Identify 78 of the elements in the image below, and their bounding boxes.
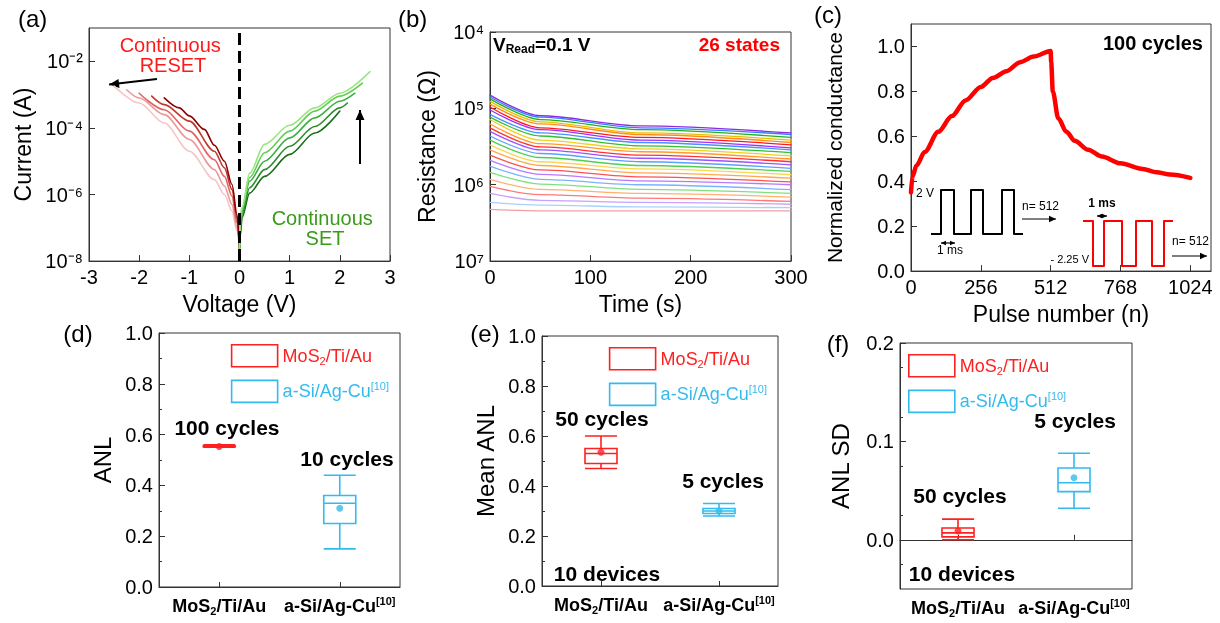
- y-tick-label: 0.4: [877, 170, 905, 193]
- y-tick-label: 10⁻⁶: [45, 183, 83, 206]
- y-tick-label: 10⁻⁴: [45, 116, 83, 139]
- x-tick-label: -2: [130, 266, 149, 289]
- annotation: 5 cycles: [1034, 408, 1116, 432]
- y-tick-label: 10⁻²: [47, 50, 84, 73]
- text: (c): [814, 0, 842, 28]
- x-tick-label: -3: [80, 266, 98, 289]
- text: (e): [470, 319, 500, 347]
- annotation: 100 cycles: [1102, 32, 1203, 54]
- x-tick-label: 0: [905, 276, 917, 299]
- text: (f): [826, 329, 850, 357]
- y-axis-title: ANL: [88, 436, 116, 484]
- annotation: 50 cycles: [913, 483, 1007, 507]
- x-tick-label: 300: [774, 266, 808, 289]
- y-tick-label: 0.8: [508, 375, 536, 397]
- y-tick-label: 0.2: [866, 332, 894, 354]
- x-tick-label: 768: [1103, 276, 1138, 299]
- x-tick-label: -1: [180, 266, 199, 289]
- annotation: 1 ms: [936, 243, 964, 257]
- y-tick-label: 0.6: [508, 425, 536, 447]
- x-axis-title: Pulse number (n): [972, 300, 1150, 327]
- annotation: 5 cycles: [682, 468, 764, 492]
- y-tick-label: 1.0: [125, 322, 153, 344]
- x-tick-label: 0: [484, 266, 496, 289]
- x-axis-title: Voltage (V): [182, 290, 297, 317]
- annotation: - 2.25 V: [1050, 253, 1090, 265]
- y-tick-label: 0.0: [866, 528, 894, 551]
- annotation: 10 cycles: [300, 446, 394, 470]
- y-tick-label: 0.8: [125, 372, 153, 395]
- annotation: n= 512: [1172, 234, 1210, 248]
- y-tick-label: 10⁴: [453, 21, 484, 43]
- annotation: 1 ms: [1088, 196, 1116, 210]
- y-tick-label: 10⁵: [453, 97, 484, 120]
- annotation: 10 devices: [553, 561, 661, 585]
- y-axis-title: Normalized conductance: [823, 31, 846, 264]
- x-axis-title: Time (s): [598, 290, 683, 317]
- annotation: 2 V: [916, 186, 935, 200]
- x-tick-label: 512: [1033, 276, 1068, 299]
- annotation: 50 cycles: [555, 406, 649, 430]
- y-tick-label: 0.8: [877, 80, 905, 103]
- y-tick-label: 0.1: [866, 430, 894, 453]
- text: (b): [398, 4, 428, 32]
- y-tick-label: 0.2: [508, 525, 536, 547]
- text: (a): [18, 4, 48, 32]
- y-tick-label: 0.0: [508, 575, 536, 597]
- y-tick-label: 10⁷: [454, 250, 484, 273]
- annotation: Continuous RESET: [119, 34, 227, 76]
- y-tick-label: 0.0: [877, 260, 905, 283]
- x-tick-label: 200: [673, 266, 708, 289]
- annotation: 26 states: [698, 33, 780, 55]
- y-tick-label: 10⁻⁸: [45, 250, 83, 273]
- annotation: n= 512: [1022, 199, 1060, 213]
- y-tick-label: 0.0: [125, 576, 153, 598]
- x-tick-label: 256: [964, 276, 998, 299]
- x-tick-label: 3: [384, 266, 396, 289]
- y-tick-label: 0.2: [125, 525, 153, 548]
- text: (d): [63, 319, 93, 347]
- y-tick-label: 0.6: [125, 423, 153, 446]
- y-tick-label: 0.6: [877, 125, 905, 148]
- annotation: 100 cycles: [174, 415, 280, 439]
- annotation: 10 devices: [908, 561, 1016, 585]
- y-tick-label: 0.4: [125, 474, 153, 497]
- y-tick-label: 10⁶: [453, 173, 484, 196]
- x-tick-label: 1024: [1168, 276, 1213, 299]
- x-tick-label: 2: [334, 266, 346, 289]
- y-axis-title: Resistance (Ω): [413, 70, 440, 223]
- annotation: Continuous SET: [271, 207, 379, 249]
- x-tick-label: 0: [233, 266, 246, 289]
- y-axis-title: Current (A): [9, 87, 36, 202]
- y-tick-label: 0.4: [508, 475, 536, 497]
- y-axis-title: Mean ANL: [471, 404, 499, 518]
- x-tick-label: 100: [573, 266, 608, 289]
- y-axis-title: ANL SD: [826, 423, 854, 509]
- y-tick-label: 1.0: [508, 325, 536, 347]
- x-tick-label: 1: [284, 266, 296, 289]
- y-tick-label: 0.2: [877, 215, 905, 238]
- y-tick-label: 1.0: [877, 35, 905, 58]
